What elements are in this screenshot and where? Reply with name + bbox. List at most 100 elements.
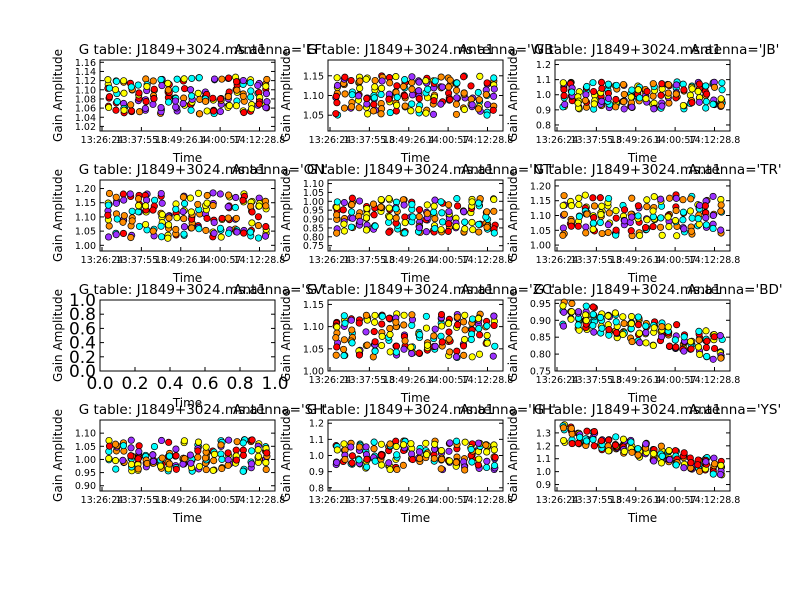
data-point xyxy=(696,350,704,358)
data-point xyxy=(468,101,476,109)
data-point xyxy=(574,321,582,329)
data-point xyxy=(476,331,484,339)
x-tick-label: 13:49:26.4 xyxy=(610,495,662,506)
data-point xyxy=(196,110,204,118)
data-point xyxy=(348,452,356,460)
data-point xyxy=(362,226,370,234)
data-point xyxy=(452,110,460,118)
data-point xyxy=(105,233,113,241)
data-point xyxy=(415,213,423,221)
data-point xyxy=(340,220,348,228)
data-point xyxy=(583,210,591,218)
data-point xyxy=(347,316,355,324)
data-point xyxy=(202,466,210,474)
data-point xyxy=(620,90,628,98)
data-point xyxy=(386,324,394,332)
data-point xyxy=(332,351,340,359)
data-point xyxy=(127,444,135,452)
x-axis-label: Time xyxy=(627,151,657,165)
data-point xyxy=(657,442,665,450)
data-point xyxy=(119,229,128,237)
x-tick-label: 13:37:55.8 xyxy=(344,375,396,386)
data-point xyxy=(679,196,687,204)
data-point xyxy=(709,192,717,200)
data-point xyxy=(702,458,710,466)
data-point xyxy=(666,194,674,202)
data-point xyxy=(164,234,172,242)
data-point xyxy=(386,440,394,448)
data-point xyxy=(224,214,232,222)
y-tick-label: 1.10 xyxy=(75,85,96,96)
x-tick-label: 14:12:28.8 xyxy=(462,255,514,266)
data-point xyxy=(135,222,144,230)
y-tick-label: 0.6 xyxy=(69,319,96,339)
data-point xyxy=(195,74,203,82)
data-point xyxy=(187,106,195,114)
data-point xyxy=(598,97,606,105)
y-axis-label: Gain Amplitude xyxy=(51,409,65,502)
data-point xyxy=(423,341,432,349)
data-point xyxy=(559,302,567,310)
y-tick-label: 0.95 xyxy=(303,206,324,217)
data-point xyxy=(461,335,469,344)
data-point xyxy=(333,458,341,467)
y-tick-label: 1.0 xyxy=(309,451,324,462)
data-point xyxy=(560,192,568,200)
data-point xyxy=(703,337,711,345)
data-point xyxy=(490,312,498,320)
data-point xyxy=(634,202,642,210)
data-point xyxy=(605,436,613,444)
y-tick-label: 1.16 xyxy=(75,58,96,69)
data-point xyxy=(445,83,453,91)
data-point xyxy=(157,436,166,445)
data-point xyxy=(437,447,445,455)
data-point xyxy=(254,446,262,454)
data-point xyxy=(149,451,157,459)
data-point xyxy=(567,202,576,210)
data-point xyxy=(680,86,688,94)
x-tick-label: 13:26:24 xyxy=(309,135,352,146)
data-point xyxy=(650,457,658,465)
antenna-label: Antenna='NT' xyxy=(461,162,555,178)
data-point xyxy=(248,460,256,468)
data-point xyxy=(445,208,453,216)
data-point xyxy=(142,98,150,106)
data-point xyxy=(119,442,128,450)
data-point xyxy=(604,228,612,237)
data-point xyxy=(687,459,695,467)
data-point xyxy=(158,210,166,219)
data-point xyxy=(431,215,439,223)
data-point xyxy=(695,327,703,335)
data-point xyxy=(232,446,240,454)
x-tick-label: 13:37:55.8 xyxy=(116,495,168,506)
data-point xyxy=(636,231,644,240)
data-point xyxy=(452,437,461,445)
data-point xyxy=(173,75,181,83)
data-point xyxy=(408,349,416,358)
data-point xyxy=(377,90,385,99)
data-point xyxy=(589,436,597,444)
data-point xyxy=(575,194,583,202)
data-point xyxy=(158,82,166,90)
data-point xyxy=(400,321,408,329)
data-point xyxy=(401,92,409,100)
data-point xyxy=(490,207,498,215)
data-point xyxy=(356,84,364,92)
data-point xyxy=(446,348,454,356)
data-point xyxy=(400,311,408,319)
antenna-label: Antenna='HH' xyxy=(460,402,556,418)
x-tick-label: 13:49:26.4 xyxy=(610,375,662,386)
y-tick-label: 1.15 xyxy=(303,300,324,311)
data-point xyxy=(333,74,341,82)
data-point xyxy=(408,200,416,208)
data-point xyxy=(444,227,452,235)
data-point xyxy=(392,318,400,326)
data-point xyxy=(112,77,121,85)
x-tick-label: 13:37:55.8 xyxy=(116,255,168,266)
y-tick-label: 0.8 xyxy=(69,305,96,325)
x-axis-label: Time xyxy=(400,271,430,285)
data-point xyxy=(371,311,379,319)
data-point xyxy=(105,103,113,112)
data-point xyxy=(386,330,394,339)
